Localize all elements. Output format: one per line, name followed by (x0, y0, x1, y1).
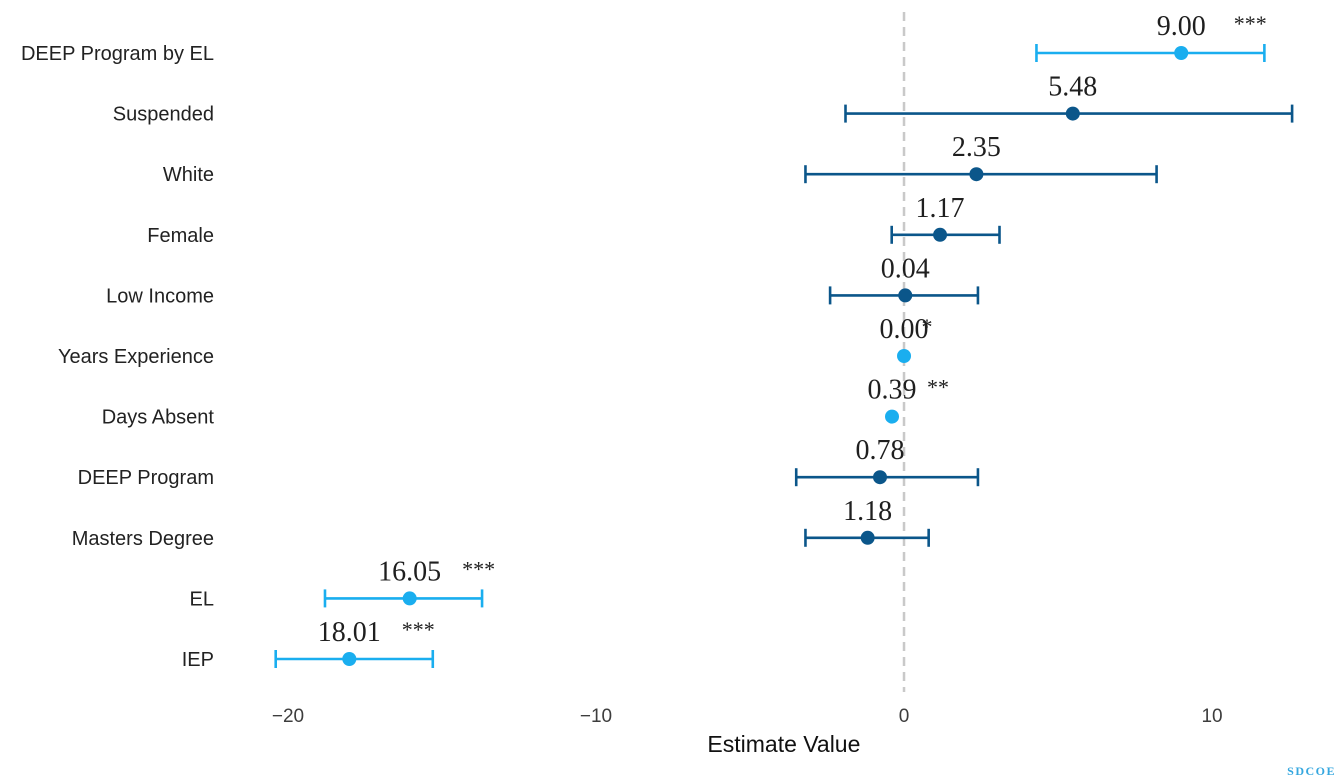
estimate-value-label-deep-program-by-el: 9.00 (1157, 11, 1206, 42)
y-axis-label-iep: IEP (182, 649, 214, 671)
y-axis-label-deep-program: DEEP Program (78, 467, 214, 489)
y-axis-label-low-income: Low Income (106, 285, 214, 307)
estimate-value-label-deep-program: 0.78 (855, 435, 904, 466)
estimate-value-label-el: 16.05 (378, 556, 441, 587)
estimate-point-deep-program-by-el (1174, 46, 1189, 60)
estimate-point-deep-program (872, 470, 887, 485)
x-axis-title: Estimate Value (707, 731, 860, 757)
significance-stars-iep: *** (402, 617, 435, 642)
estimate-value-label-years-experience: 0.00 (880, 314, 929, 345)
estimate-value-label-suspended: 5.48 (1048, 72, 1097, 103)
x-tick-label: −20 (272, 706, 304, 727)
y-axis-label-suspended: Suspended (113, 104, 214, 126)
y-axis-label-deep-program-by-el: DEEP Program by EL (21, 43, 214, 65)
estimate-point-suspended (1065, 106, 1080, 121)
estimate-points (342, 46, 1189, 666)
value-labels: 9.00 *** 5.48 2.35 1.17 0.04 0.00* 0.39 ** 0.78 1.… (318, 11, 1267, 648)
significance-stars-years-experience: * (922, 314, 933, 339)
estimate-point-el (402, 591, 417, 606)
estimate-value-label-low-income: 0.04 (881, 253, 930, 284)
estimate-value-label-masters-degree: 1.18 (843, 496, 892, 527)
significance-stars-el: *** (462, 556, 495, 581)
y-axis-label-years-experience: Years Experience (58, 346, 214, 368)
estimate-point-female (933, 227, 948, 242)
y-axis-labels: DEEP Program by EL Suspended White Female Lo… (21, 43, 214, 671)
estimate-point-low-income (898, 288, 913, 303)
y-axis-label-female: Female (147, 225, 214, 247)
x-tick-label: 0 (899, 706, 910, 727)
x-tick-label: −10 (580, 706, 612, 727)
estimate-value-label-iep: 18.01 (318, 617, 381, 648)
estimate-value-label-female: 1.17 (916, 193, 965, 224)
sdcoe-logo-text: SDCOE (1287, 764, 1336, 778)
y-axis-label-white: White (163, 164, 214, 186)
x-tick-label: 10 (1201, 706, 1222, 727)
estimate-point-years-experience (897, 349, 912, 363)
y-axis-label-days-absent: Days Absent (102, 407, 215, 429)
estimate-point-masters-degree (860, 530, 875, 545)
y-axis-label-masters-degree: Masters Degree (72, 528, 214, 550)
significance-stars-days-absent: ** (927, 375, 949, 400)
estimate-value-label-white: 2.35 (952, 132, 1001, 163)
estimate-point-days-absent (885, 409, 900, 424)
x-axis-tick-labels: −20 −10 0 10 (272, 706, 1223, 727)
estimate-value-label-days-absent: 0.39 (868, 375, 917, 406)
estimate-point-iep (342, 652, 357, 666)
significance-stars-deep-program-by-el: *** (1234, 11, 1267, 36)
estimate-point-white (969, 167, 984, 182)
y-axis-label-el: EL (190, 588, 214, 610)
